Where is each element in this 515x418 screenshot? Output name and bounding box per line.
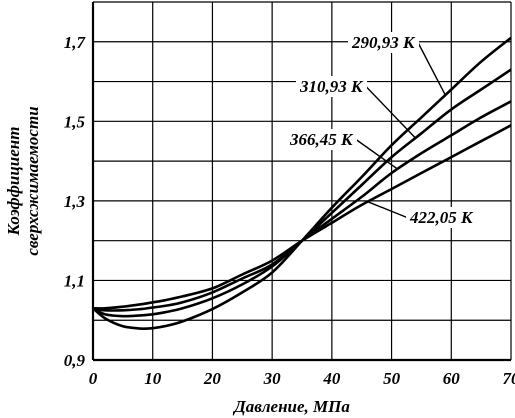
x-tick-label: 0 — [89, 369, 98, 388]
curve-label: 366,45 К — [289, 130, 354, 149]
y-tick-label: 1,7 — [64, 33, 87, 52]
y-tick-label: 0,9 — [64, 351, 86, 370]
curve-label-background — [406, 207, 477, 228]
y-tick-label: 1,1 — [64, 271, 85, 290]
y-axis-title-line-1: Коэффициент — [4, 127, 23, 237]
y-tick-label: 1,3 — [64, 192, 86, 211]
curve-label: 290,93 К — [351, 33, 416, 52]
label-leader-line — [365, 86, 416, 139]
series-line-1 — [92, 68, 512, 318]
series-lines — [92, 36, 512, 331]
x-tick-label: 30 — [263, 369, 282, 388]
curve-label-background — [348, 32, 419, 53]
x-axis-title: Давление, МПа — [232, 397, 350, 416]
x-tick-label: 60 — [443, 369, 461, 388]
x-tick-label: 20 — [203, 369, 222, 388]
curve-label: 310,93 К — [299, 77, 364, 96]
series-line-3 — [92, 124, 512, 310]
label-leaders — [355, 42, 446, 219]
x-tick-label: 50 — [383, 369, 401, 388]
curve-labels: 290,93 К 310,93 К 366,45 К 422,05 К — [286, 32, 477, 228]
series-line-2 — [92, 100, 512, 312]
curve-label: 422,05 К — [409, 208, 474, 227]
label-leader-line — [367, 201, 408, 219]
y-axis-title-line-2: сверхсжимаемости — [23, 106, 42, 255]
series-line-0 — [92, 36, 512, 331]
curve-label-background — [296, 76, 367, 97]
x-tick-label: 40 — [322, 369, 341, 388]
axis-titles: Давление, МПа Коэффициент сверхсжимаемос… — [4, 106, 350, 416]
label-leader-line — [355, 138, 398, 170]
x-tick-label: 10 — [144, 369, 162, 388]
x-tick-label: 70 — [503, 369, 515, 388]
tick-labels: 0 10 20 30 40 50 60 70 0,9 1,1 1,3 1,5 1,7 — [64, 33, 515, 388]
curve-label-background — [286, 129, 357, 150]
y-tick-label: 1,5 — [64, 112, 86, 131]
label-leader-line — [417, 42, 446, 96]
